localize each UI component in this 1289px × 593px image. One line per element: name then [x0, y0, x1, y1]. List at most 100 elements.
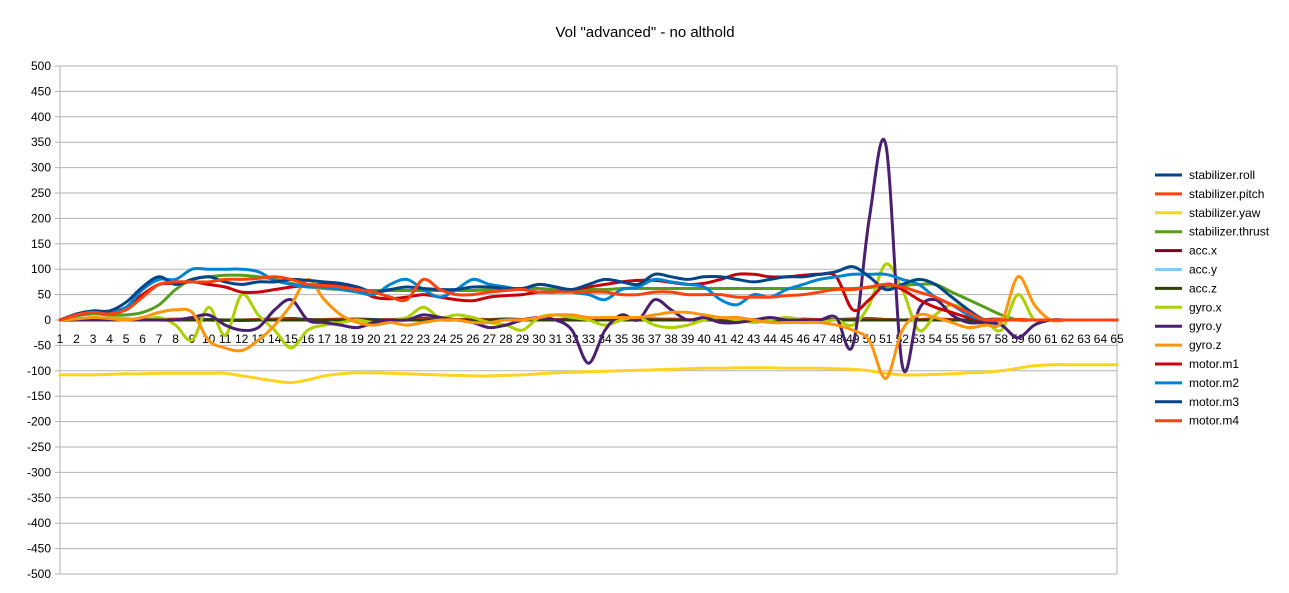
- series-line-gyro-z: [58, 275, 1119, 380]
- x-tick-label: 64: [1094, 332, 1108, 346]
- x-tick-label: 8: [172, 332, 179, 346]
- y-tick-label: -400: [27, 516, 51, 530]
- y-tick-label: -500: [27, 567, 51, 581]
- x-tick-label: 37: [648, 332, 662, 346]
- x-tick-label: 18: [334, 332, 348, 346]
- x-tick-label: 17: [318, 332, 332, 346]
- series-line-motor-m1: [58, 271, 1119, 322]
- y-tick-label: 400: [31, 110, 51, 124]
- legend-label: gyro.z: [1189, 338, 1222, 352]
- x-tick-label: 2: [73, 332, 80, 346]
- series-line-gyro-x: [58, 262, 1119, 350]
- legend-label: motor.m3: [1189, 395, 1239, 409]
- y-tick-label: 250: [31, 186, 51, 200]
- y-tick-label: 50: [38, 288, 52, 302]
- series-line-stabilizer-yaw: [58, 363, 1119, 385]
- legend-label: gyro.y: [1189, 319, 1222, 333]
- legend-label: stabilizer.roll: [1189, 168, 1255, 182]
- x-tick-label: 45: [780, 332, 794, 346]
- legend-label: stabilizer.thrust: [1189, 225, 1270, 239]
- legend: stabilizer.roll stabilizer.pitch stabilize…: [1155, 168, 1270, 428]
- x-tick-label: 6: [139, 332, 146, 346]
- y-tick-label: -150: [27, 389, 51, 403]
- x-tick-label: 48: [830, 332, 844, 346]
- x-tick-label: 47: [813, 332, 827, 346]
- x-tick-label: 29: [516, 332, 530, 346]
- x-tick-label: 41: [714, 332, 728, 346]
- x-tick-label: 55: [945, 332, 959, 346]
- legend-label: stabilizer.pitch: [1189, 187, 1264, 201]
- y-tick-label: 500: [31, 59, 51, 73]
- y-tick-label: 100: [31, 262, 51, 276]
- x-tick-label: 65: [1110, 332, 1124, 346]
- y-axis: 500450400350300250200150100500-50-100-15…: [27, 59, 60, 581]
- x-tick-label: 3: [90, 332, 97, 346]
- y-tick-label: -250: [27, 440, 51, 454]
- y-tick-label: 150: [31, 237, 51, 251]
- y-tick-label: -350: [27, 491, 51, 505]
- x-tick-label: 57: [978, 332, 992, 346]
- y-tick-label: -450: [27, 542, 51, 556]
- x-tick-label: 1: [57, 332, 64, 346]
- x-tick-label: 33: [582, 332, 596, 346]
- x-tick-label: 43: [747, 332, 761, 346]
- x-tick-label: 53: [912, 332, 926, 346]
- x-tick-label: 46: [797, 332, 811, 346]
- x-tick-label: 22: [400, 332, 414, 346]
- chart-title: Vol "advanced" - no althold: [555, 24, 734, 41]
- x-tick-label: 26: [466, 332, 480, 346]
- x-tick-label: 28: [499, 332, 513, 346]
- x-tick-label: 56: [962, 332, 976, 346]
- series-line-motor-m4: [58, 275, 1119, 323]
- x-tick-label: 24: [433, 332, 447, 346]
- x-tick-label: 58: [995, 332, 1009, 346]
- x-tick-label: 21: [384, 332, 398, 346]
- x-tick-label: 5: [123, 332, 130, 346]
- series-lines: [58, 137, 1119, 385]
- x-tick-label: 44: [763, 332, 777, 346]
- legend-label: acc.x: [1189, 244, 1217, 258]
- x-tick-label: 63: [1077, 332, 1091, 346]
- y-tick-label: -100: [27, 364, 51, 378]
- x-tick-label: 38: [664, 332, 678, 346]
- series-line-motor-m3: [58, 265, 1119, 323]
- legend-label: motor.m2: [1189, 376, 1239, 390]
- x-tick-label: 62: [1061, 332, 1075, 346]
- x-tick-label: 15: [285, 332, 299, 346]
- legend-label: acc.z: [1189, 281, 1217, 295]
- x-tick-label: 36: [631, 332, 645, 346]
- y-tick-label: -300: [27, 465, 51, 479]
- x-tick-label: 23: [417, 332, 431, 346]
- x-tick-label: 40: [697, 332, 711, 346]
- x-tick-label: 30: [532, 332, 546, 346]
- x-tick-label: 27: [483, 332, 497, 346]
- legend-label: acc.y: [1189, 263, 1217, 277]
- x-tick-label: 20: [367, 332, 381, 346]
- y-tick-label: 0: [44, 313, 51, 327]
- x-tick-label: 42: [730, 332, 744, 346]
- y-tick-label: 350: [31, 135, 51, 149]
- legend-label: stabilizer.yaw: [1189, 206, 1261, 220]
- y-tick-label: 300: [31, 161, 51, 175]
- x-tick-label: 35: [615, 332, 629, 346]
- x-tick-label: 4: [106, 332, 113, 346]
- x-tick-label: 19: [351, 332, 365, 346]
- y-tick-label: -50: [34, 338, 52, 352]
- x-tick-label: 60: [1028, 332, 1042, 346]
- series-line-gyro-y: [58, 137, 1119, 374]
- y-tick-label: -200: [27, 415, 51, 429]
- x-tick-label: 51: [879, 332, 893, 346]
- x-tick-label: 12: [235, 332, 249, 346]
- y-tick-label: 450: [31, 84, 51, 98]
- x-tick-label: 61: [1044, 332, 1058, 346]
- x-tick-label: 7: [156, 332, 163, 346]
- y-tick-label: 200: [31, 211, 51, 225]
- x-tick-label: 54: [929, 332, 943, 346]
- x-tick-label: 31: [549, 332, 563, 346]
- legend-label: motor.m1: [1189, 357, 1239, 371]
- x-tick-label: 25: [450, 332, 464, 346]
- legend-label: motor.m4: [1189, 414, 1239, 428]
- legend-label: gyro.x: [1189, 300, 1222, 314]
- x-tick-label: 39: [681, 332, 695, 346]
